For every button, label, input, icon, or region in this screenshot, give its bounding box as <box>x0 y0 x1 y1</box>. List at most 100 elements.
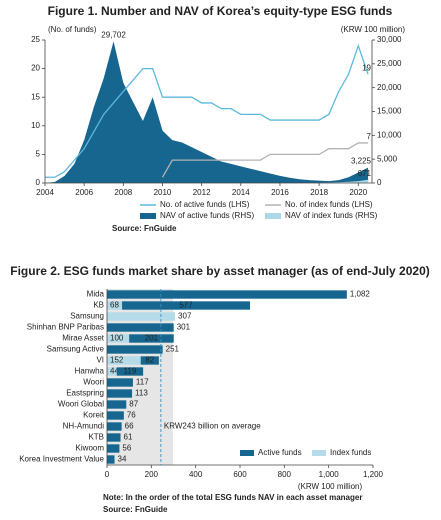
data-label: 19 <box>362 63 371 72</box>
data-label: 3,225 <box>351 157 372 166</box>
figure-2-title: Figure 2. ESG funds market share by asse… <box>10 264 429 278</box>
category-label: Samsung Active <box>47 345 105 354</box>
legend-label: No. of active funds (LHS) <box>160 200 250 209</box>
note: Note: In the order of the total ESG fund… <box>103 493 362 502</box>
x-tick-label: 1,200 <box>363 470 384 479</box>
y-axis-title: (No. of funds) <box>48 25 97 34</box>
area <box>45 41 369 183</box>
y-tick-label: 10 <box>31 121 40 130</box>
x-tick-label: 2008 <box>114 188 132 197</box>
x-tick-label: 2018 <box>310 188 328 197</box>
category-label: NH-Amundi <box>63 422 105 431</box>
x-tick-label: 800 <box>278 470 292 479</box>
x-tick-label: 400 <box>189 470 203 479</box>
x-tick-label: 2006 <box>75 188 93 197</box>
data-label: 119 <box>124 367 137 376</box>
x-tick-label: 200 <box>145 470 159 479</box>
x-tick-label: 600 <box>233 470 247 479</box>
legend-label: NAV of active funds (RHS) <box>160 211 254 220</box>
y-tick-label: 5 <box>36 150 41 159</box>
bar-segment <box>107 433 121 442</box>
line <box>161 142 369 178</box>
data-label: 29,702 <box>101 31 126 40</box>
bar-segment <box>107 444 120 453</box>
data-label: 152 <box>110 356 124 365</box>
legend-swatch <box>312 450 326 456</box>
figure-1-title: Figure 1. Number and NAV of Korea’s equi… <box>48 4 393 18</box>
data-label: 68 <box>110 301 119 310</box>
data-label: 113 <box>135 389 148 398</box>
data-label: 76 <box>127 411 136 420</box>
legend-label: No. of index funds (LHS) <box>285 200 373 209</box>
bar-segment <box>107 367 117 376</box>
data-label: 1,082 <box>350 290 371 299</box>
bar-segment <box>107 455 115 464</box>
y2-tick-label: 20,000 <box>377 83 402 92</box>
bar-segment <box>129 334 174 343</box>
data-label: 34 <box>118 455 127 464</box>
legend-swatch <box>265 213 281 219</box>
category-label: Korea Investment Value <box>19 455 104 464</box>
y-tick-label: 0 <box>36 178 41 187</box>
average-label: KRW243 billion on average <box>164 421 261 430</box>
legend-label: Index funds <box>330 448 371 457</box>
data-label: 251 <box>166 345 180 354</box>
category-label: VI <box>96 356 104 365</box>
data-label: 87 <box>129 400 138 409</box>
data-label: 301 <box>177 323 191 332</box>
bar-segment <box>107 422 122 431</box>
bar-segment <box>107 301 123 310</box>
category-label: Shinhan BNP Paribas <box>27 323 104 332</box>
category-label: KTB <box>88 433 104 442</box>
y2-tick-label: 15,000 <box>377 107 402 116</box>
data-label: 44 <box>110 367 119 376</box>
y-tick-label: 15 <box>31 92 40 101</box>
x-tick-label: 1,000 <box>319 470 340 479</box>
category-label: Samsung <box>70 312 104 321</box>
category-label: Woori Global <box>58 400 104 409</box>
bar-segment <box>107 334 130 343</box>
x-tick-label: 2012 <box>193 188 211 197</box>
category-label: Eastspring <box>66 389 104 398</box>
y-tick-label: 25 <box>31 35 40 44</box>
category-label: Koreit <box>83 411 105 420</box>
category-label: Woori <box>83 378 104 387</box>
category-label: Mirae Asset <box>62 334 105 343</box>
y2-tick-label: 5,000 <box>377 154 398 163</box>
bar-segment <box>107 389 133 398</box>
bar-segment <box>107 378 133 387</box>
y2-tick-label: 25,000 <box>377 59 402 68</box>
bar-segment <box>122 301 250 310</box>
x-tick-label: 2020 <box>349 188 367 197</box>
data-label: 577 <box>179 301 193 310</box>
bar-segment <box>107 411 124 420</box>
source: Source: FnGuide <box>103 505 168 514</box>
x-tick-label: 2014 <box>232 188 250 197</box>
data-label: 117 <box>136 378 149 387</box>
bar-segment <box>107 356 141 365</box>
legend-label: NAV of index funds (RHS) <box>285 211 378 220</box>
category-label: Mida <box>87 290 105 299</box>
data-label: 7 <box>367 132 372 141</box>
y2-tick-label: 0 <box>377 178 382 187</box>
category-label: KB <box>93 301 104 310</box>
y2-tick-label: 30,000 <box>377 35 402 44</box>
data-label: 671 <box>358 169 372 178</box>
bar-segment <box>140 356 159 365</box>
x-tick-label: 0 <box>105 470 110 479</box>
legend-swatch <box>140 213 156 219</box>
bar-segment <box>107 290 347 299</box>
bar-segment <box>107 345 163 354</box>
y-tick-label: 20 <box>31 64 40 73</box>
data-label: 100 <box>110 334 124 343</box>
category-label: Hanwha <box>75 367 105 376</box>
x-tick-label: 2010 <box>154 188 172 197</box>
x-tick-label: 2016 <box>271 188 289 197</box>
data-label: 201 <box>145 334 159 343</box>
x-tick-label: 2004 <box>36 188 54 197</box>
y2-axis-title: (KRW 100 million) <box>341 25 406 34</box>
legend-label: Active funds <box>258 448 302 457</box>
bar-segment <box>107 400 127 409</box>
bar-segment <box>107 323 174 332</box>
